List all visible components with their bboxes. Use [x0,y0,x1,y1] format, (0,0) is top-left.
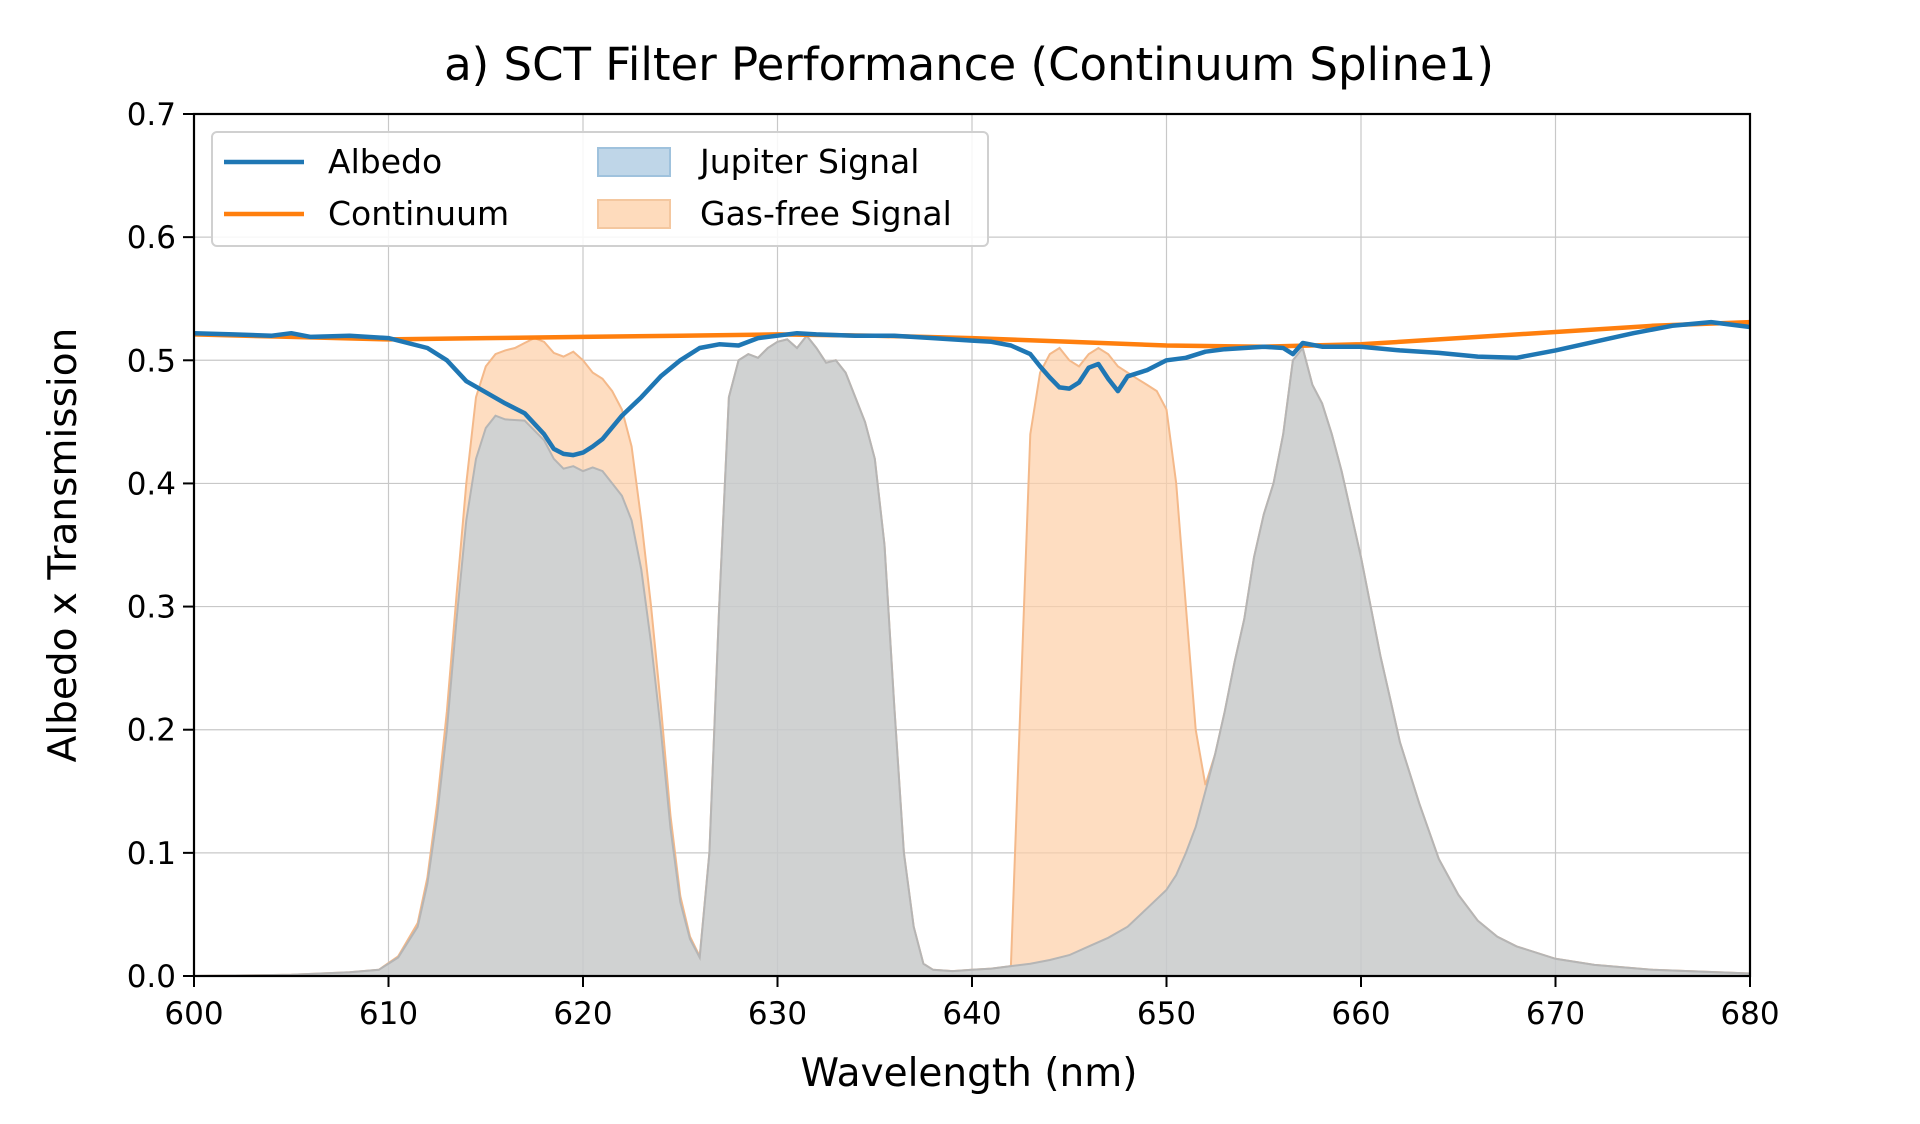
x-tick-label: 630 [748,996,807,1032]
albedo-line [193,319,1751,458]
data-lines [193,319,1751,458]
legend-entry-label: Gas-free Signal [700,194,952,233]
legend: Albedo Continuum Jupiter Signal Gas-free Si… [211,131,989,247]
y-tick-label: 0.0 [127,959,176,995]
legend-patch-swatch [597,199,671,229]
legend-entry-label: Albedo [328,142,442,181]
x-tick-label: 640 [942,996,1001,1032]
y-tick-label: 0.2 [127,713,176,749]
x-tick-label: 650 [1137,996,1196,1032]
x-tick-label: 670 [1526,996,1585,1032]
x-axis-label: Wavelength (nm) [801,1051,1138,1096]
x-tick-label: 620 [553,996,612,1032]
jupiter-signal-area [193,334,1751,977]
x-tick-label: 680 [1720,996,1779,1032]
y-tick-label: 0.6 [127,220,176,256]
legend-entry-label: Jupiter Signal [698,142,919,181]
x-tick-label: 600 [164,996,223,1032]
x-tick-label: 660 [1331,996,1390,1032]
x-tick-label: 610 [359,996,418,1032]
y-axis-label: Albedo x Transmission [41,328,86,763]
y-tick-label: 0.4 [127,466,176,502]
y-tick-label: 0.7 [127,97,176,133]
legend-entry-label: Continuum [328,194,509,233]
axis-ticks: 600 610 620 630 640 650 660 670 680 0.0 0.1 0.2 0.3 0… [127,97,1780,1032]
chart-title: a) SCT Filter Performance (Continuum Spl… [444,38,1494,91]
legend-patch-swatch [597,147,671,177]
continuum-line [193,319,1751,349]
signal-areas [193,334,1751,977]
y-tick-label: 0.3 [127,590,176,626]
legend-box [211,131,989,247]
y-tick-label: 0.1 [127,836,176,872]
y-tick-label: 0.5 [127,343,176,379]
